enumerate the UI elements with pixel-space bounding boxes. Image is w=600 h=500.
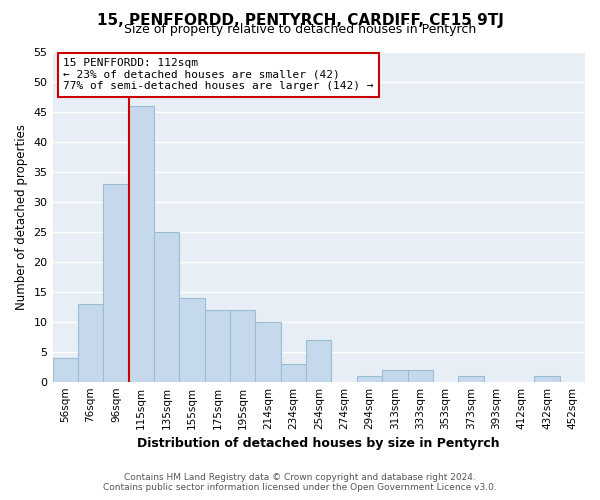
Bar (205, 310, 230, 382)
Bar (382, 370, 407, 382)
Text: Contains HM Land Registry data © Crown copyright and database right 2024.
Contai: Contains HM Land Registry data © Crown c… (103, 473, 497, 492)
Bar (128, 106, 154, 382)
Bar (458, 376, 484, 382)
Bar (357, 376, 382, 382)
Bar (230, 310, 256, 382)
X-axis label: Distribution of detached houses by size in Pentyrch: Distribution of detached houses by size … (137, 437, 500, 450)
Bar (306, 340, 331, 382)
Bar (534, 376, 560, 382)
Text: 15, PENFFORDD, PENTYRCH, CARDIFF, CF15 9TJ: 15, PENFFORDD, PENTYRCH, CARDIFF, CF15 9… (97, 12, 503, 28)
Bar (256, 322, 281, 382)
Bar (53, 358, 78, 382)
Bar (407, 370, 433, 382)
Text: Size of property relative to detached houses in Pentyrch: Size of property relative to detached ho… (124, 22, 476, 36)
Text: 15 PENFFORDD: 112sqm
← 23% of detached houses are smaller (42)
77% of semi-detac: 15 PENFFORDD: 112sqm ← 23% of detached h… (63, 58, 374, 92)
Bar (154, 232, 179, 382)
Bar (281, 364, 306, 382)
Bar (179, 298, 205, 382)
Y-axis label: Number of detached properties: Number of detached properties (15, 124, 28, 310)
Bar (103, 184, 128, 382)
Bar (78, 304, 103, 382)
